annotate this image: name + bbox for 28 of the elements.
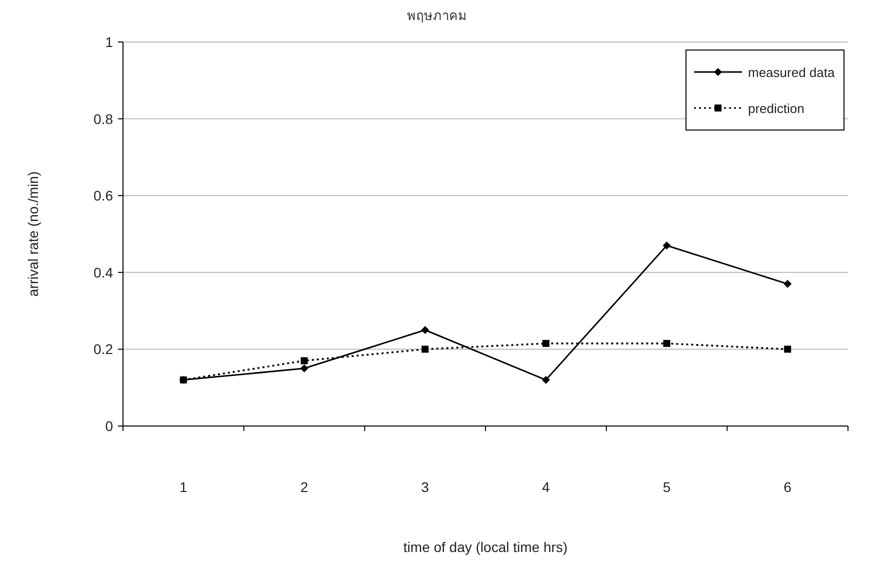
point (784, 346, 792, 353)
y-tick-label: 0.8 (94, 110, 114, 127)
x-tick-label: 2 (300, 479, 308, 495)
x-tick-label: 1 (180, 479, 188, 495)
x-tick-label: 4 (542, 479, 550, 495)
y-tick-label: 0.2 (94, 341, 114, 358)
point (662, 242, 671, 250)
point (421, 326, 430, 334)
legend-label: measured data (748, 65, 836, 80)
x-tick-label: 5 (662, 479, 671, 495)
y-tick-label: 1 (105, 34, 114, 50)
legend-label: prediction (748, 101, 804, 116)
y-tick-label: 0 (105, 418, 114, 434)
point (300, 364, 308, 372)
y-axis-title: arrival rate (no./min) (25, 171, 41, 297)
x-tick-label: 3 (421, 479, 430, 495)
point (542, 340, 550, 347)
point (300, 357, 308, 364)
x-tick-label: 6 (784, 479, 792, 495)
chart-title: พฤษภาคม (407, 8, 467, 23)
point (542, 376, 550, 384)
point (422, 346, 429, 353)
point (663, 340, 670, 347)
point (180, 376, 187, 384)
point (784, 280, 792, 288)
y-tick-label: 0.4 (94, 264, 114, 280)
x-axis-title: time of day (local time hrs) (403, 539, 568, 555)
y-tick-label: 0.6 (94, 188, 114, 204)
